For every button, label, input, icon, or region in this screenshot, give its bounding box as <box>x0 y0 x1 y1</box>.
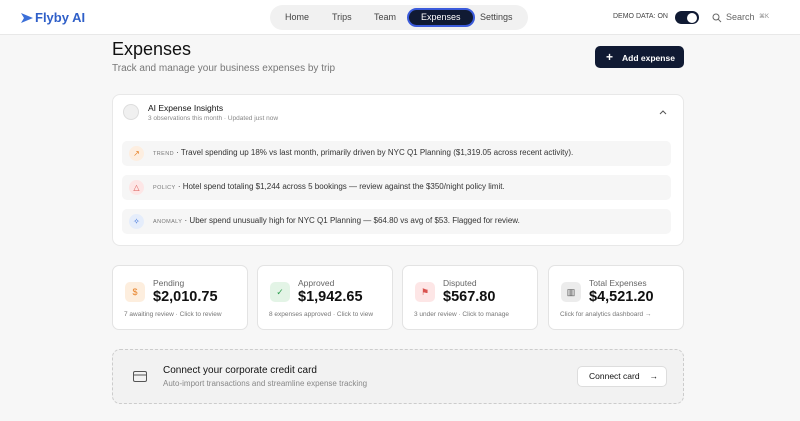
page-subtitle: Track and manage your business expenses … <box>112 63 336 74</box>
card-icon <box>133 371 147 382</box>
stat-icon: ⚑ <box>415 282 435 302</box>
demo-label: DEMO DATA: ON <box>613 13 668 20</box>
button-label: Connect card <box>589 371 640 381</box>
logo-icon <box>21 13 33 23</box>
insight-text: ANOMALY · Uber spend unusually high for … <box>153 216 520 225</box>
insight-row <box>122 175 671 200</box>
policy-icon: △ <box>129 180 144 195</box>
stat-label: Disputed <box>443 278 477 288</box>
insight-body: · Uber spend unusually high for NYC Q1 P… <box>184 216 520 225</box>
toggle-knob <box>687 12 697 23</box>
stat-note: 7 awaiting review · Click to review <box>124 311 222 318</box>
insights-icon <box>123 104 139 120</box>
stat-icon: ▥ <box>561 282 581 302</box>
connect-title: Connect your corporate credit card <box>163 365 317 376</box>
stat-note: 3 under review · Click to manage <box>414 311 510 318</box>
stat-label: Approved <box>298 278 335 288</box>
insight-tag: TREND <box>153 151 174 157</box>
page-title: Expenses <box>112 39 192 59</box>
demo-toggle[interactable] <box>675 11 699 24</box>
nav-item[interactable]: Settings <box>480 12 513 22</box>
insight-tag: ANOMALY <box>153 219 183 225</box>
stat-icon: ✓ <box>270 282 290 302</box>
insight-body: · Travel spending up 18% vs last month, … <box>176 148 574 157</box>
stat-icon: $ <box>125 282 145 302</box>
connect-button[interactable]: Connect card → <box>577 366 667 387</box>
trend-icon: ↗ <box>129 146 144 161</box>
shortcut: ⌘K <box>759 14 770 20</box>
stat-label: Total Expenses <box>589 278 647 288</box>
stat-value: $1,942.65 <box>298 289 363 305</box>
stat-value: $567.80 <box>443 289 496 305</box>
insight-body: · Hotel spend totaling $1,244 across 5 b… <box>177 182 505 191</box>
insights-title: AI Expense Insights <box>148 103 224 113</box>
stat-card[interactable]: $ Pending $2,010.75 7 awaiting review · Cli… <box>112 265 248 330</box>
stat-label: Pending <box>153 278 185 288</box>
insights-subtitle: 3 observations this month · Updated just… <box>148 115 279 122</box>
insight-text: TREND · Travel spending up 18% vs last m… <box>153 148 573 157</box>
stat-value: $4,521.20 <box>589 289 654 305</box>
nav-item[interactable]: Home <box>285 12 310 22</box>
anomaly-icon: ✧ <box>129 214 144 229</box>
stat-value: $2,010.75 <box>153 289 218 305</box>
connect-subtitle: Auto-import transactions and streamline … <box>163 379 368 388</box>
insight-tag: POLICY <box>153 185 176 191</box>
nav-item[interactable]: Team <box>374 12 397 22</box>
insight-row <box>122 141 671 166</box>
search[interactable]: Search <box>726 12 755 22</box>
add-expense-button[interactable]: + Add expense <box>595 46 684 68</box>
stat-card[interactable]: ⚑ Disputed $567.80 3 under review · Click t… <box>402 265 538 330</box>
logo: Flyby AI <box>35 10 86 25</box>
insight-row <box>122 209 671 234</box>
insight-text: POLICY · Hotel spend totaling $1,244 acr… <box>153 182 505 191</box>
button-label: Add expense <box>622 53 675 63</box>
search-icon <box>712 13 722 23</box>
nav-item-active[interactable]: Expenses <box>407 8 475 27</box>
nav-item[interactable]: Trips <box>332 12 352 22</box>
nav-bar <box>270 5 528 30</box>
collapse-chevron[interactable] <box>659 109 667 115</box>
stat-note: Click for analytics dashboard → <box>560 311 652 318</box>
stat-card[interactable]: ✓ Approved $1,942.65 8 expenses approved · … <box>257 265 393 330</box>
stat-note: 8 expenses approved · Click to view <box>269 311 374 318</box>
stat-card[interactable]: ▥ Total Expenses $4,521.20 Click for analyt… <box>548 265 684 330</box>
